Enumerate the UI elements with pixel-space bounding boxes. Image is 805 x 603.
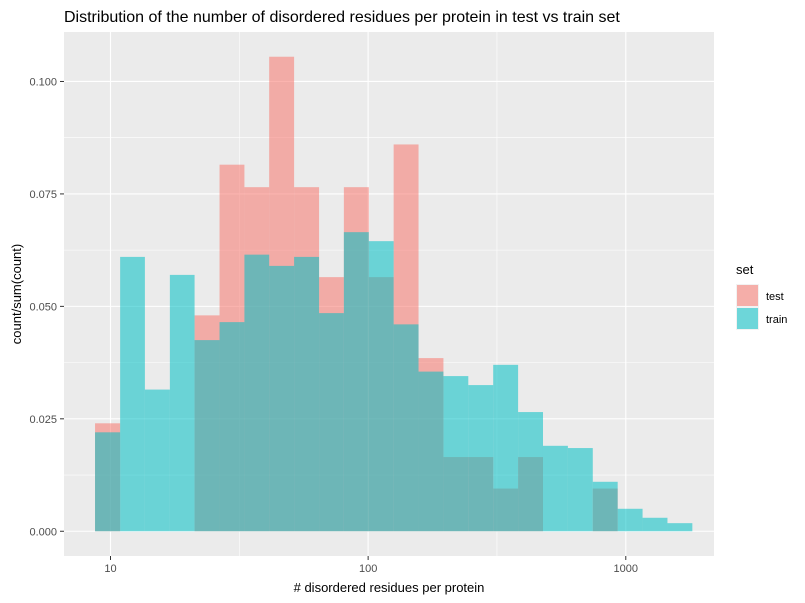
series-train-bars [95, 232, 693, 532]
bar-train [493, 364, 519, 532]
bar-train [169, 274, 195, 532]
x-tick-label: 1000 [614, 563, 638, 575]
x-axis: 10 100 1000 [104, 556, 638, 575]
bar-train [542, 445, 568, 532]
bar-train [393, 324, 419, 532]
bar-train [269, 265, 295, 532]
y-tick-label: 0.000 [29, 526, 57, 538]
bar-train [294, 256, 320, 532]
bar-train [95, 432, 121, 532]
bar-train [120, 256, 145, 532]
bar-train [567, 448, 593, 532]
bar-train [319, 313, 344, 532]
bar-train [418, 371, 444, 532]
x-tick-label: 100 [359, 563, 377, 575]
y-axis-title: count/sum(count) [9, 244, 24, 344]
bar-train [244, 254, 270, 532]
x-tick-label: 10 [104, 563, 116, 575]
y-tick-label: 0.025 [29, 414, 57, 426]
bar-train [219, 322, 245, 532]
y-tick-label: 0.100 [29, 76, 57, 88]
bar-train [592, 481, 618, 532]
x-axis-title: # disordered residues per protein [294, 580, 485, 595]
legend: set test train [736, 262, 787, 330]
legend-key-train [737, 308, 758, 329]
bar-train [667, 523, 693, 532]
bar-train [343, 232, 369, 532]
bar-train [642, 517, 668, 532]
bar-train [468, 385, 494, 532]
bar-train [518, 412, 543, 532]
legend-label-test: test [766, 291, 784, 303]
bar-train [617, 508, 643, 532]
y-tick-label: 0.050 [29, 301, 57, 313]
bar-train [144, 389, 170, 532]
bar-train [194, 340, 220, 532]
chart-title: Distribution of the number of disordered… [64, 9, 620, 26]
bar-train [368, 241, 394, 532]
legend-label-train: train [766, 314, 787, 326]
y-tick-label: 0.075 [29, 189, 57, 201]
y-axis: 0.000 0.025 0.050 0.075 0.100 [29, 76, 64, 538]
bar-train [443, 376, 469, 532]
legend-title: set [736, 262, 754, 277]
legend-key-test [737, 285, 758, 306]
